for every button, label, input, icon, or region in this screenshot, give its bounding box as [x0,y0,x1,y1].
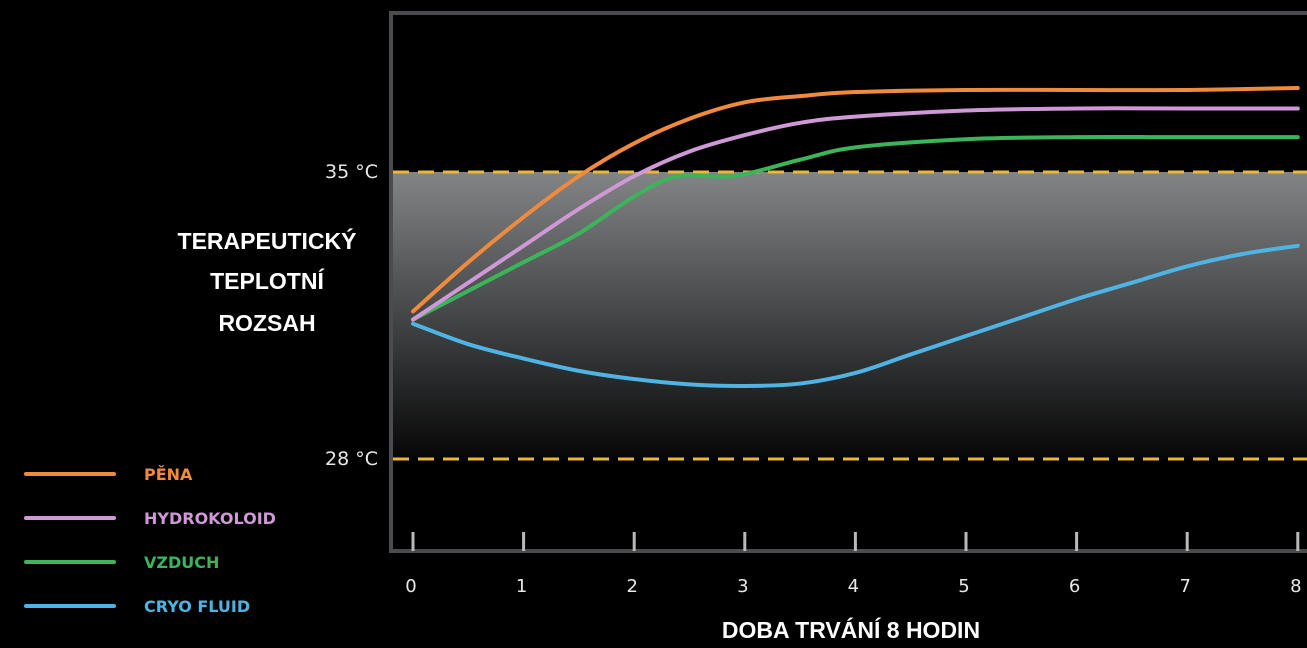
x-tick-label-0: 0 [405,576,416,597]
x-tick-labels: 0 1 2 3 4 5 6 7 8 [405,576,1301,597]
legend: PĚNA HYDROKOLOID VZDUCH CRYO FLUID [24,465,276,616]
x-tick-marks [411,532,1300,551]
x-tick-label-4: 4 [848,576,859,597]
y-tick-35: 35 °C [325,161,378,183]
series-line-p-na [411,85,1300,314]
series-line-cryo-fluid [411,243,1300,389]
therapeutic-band [393,172,1307,459]
band-label: TERAPEUTICKÝ TEPLOTNÍ ROZSAH [178,227,357,336]
legend-label-cryo-fluid: CRYO FLUID [144,597,250,616]
y-tick-28: 28 °C [325,448,378,470]
legend-label-p-na: PĚNA [144,465,193,484]
x-tick-label-5: 5 [958,576,969,597]
threshold-lines [393,170,1307,461]
legend-label-hydrokoloid: HYDROKOLOID [144,509,276,528]
band-label-line-2: TEPLOTNÍ [210,267,324,294]
series-layer [411,85,1300,389]
plot-frame [389,11,1307,553]
legend-label-vzduch: VZDUCH [144,553,219,572]
x-tick-label-2: 2 [626,576,637,597]
series-line-hydrokoloid [411,106,1300,322]
x-tick-label-7: 7 [1179,576,1190,597]
band-label-line-3: ROZSAH [218,310,315,336]
x-tick-label-6: 6 [1069,576,1080,597]
plot-border [389,11,1307,553]
band-label-line-1: TERAPEUTICKÝ [178,227,357,254]
x-tick-label-1: 1 [516,576,527,597]
x-tick-label-8: 8 [1290,576,1301,597]
x-tick-label-3: 3 [737,576,748,597]
x-axis-label: DOBA TRVÁNÍ 8 HODIN [722,616,980,643]
series-line-vzduch [411,134,1300,322]
